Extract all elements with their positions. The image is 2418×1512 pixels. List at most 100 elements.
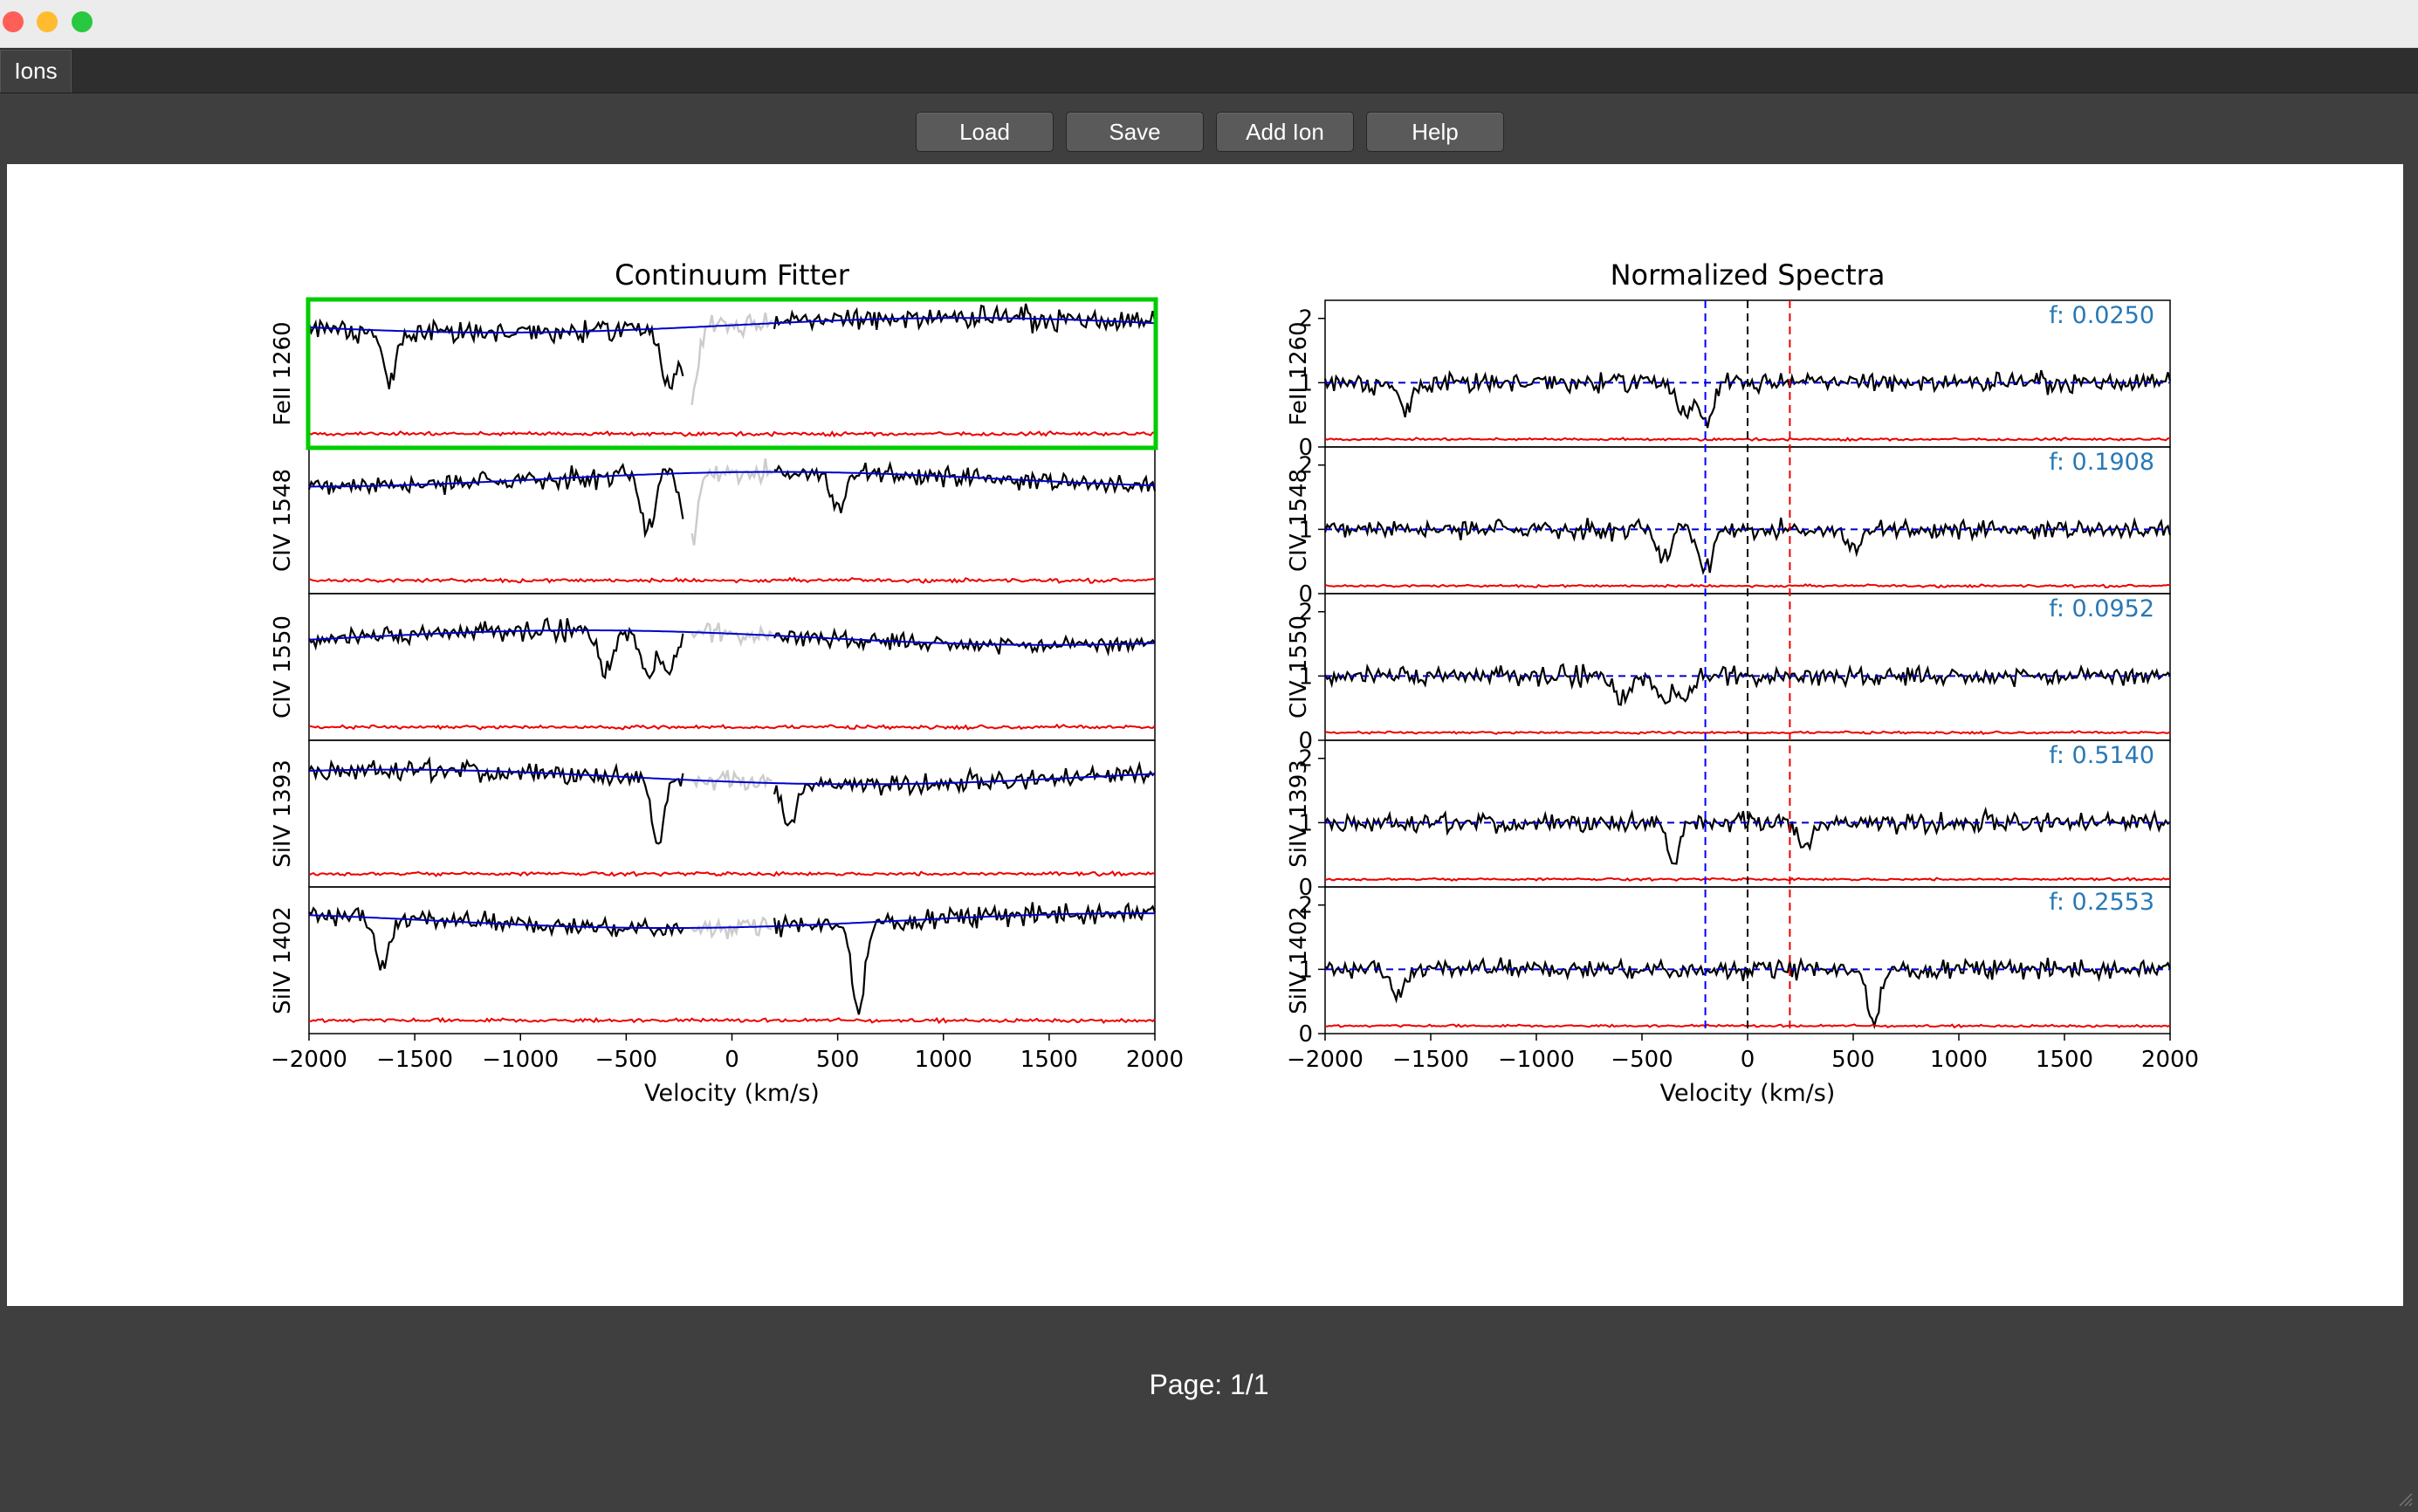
resize-grip-icon[interactable] [2395, 1489, 2413, 1507]
panel-frame [308, 446, 1156, 594]
selected-panel-border [306, 297, 1158, 450]
window-titlebar [0, 0, 2418, 48]
plot-title: Continuum Fitter [615, 258, 850, 292]
plot-title: Normalized Spectra [1611, 258, 1886, 292]
x-tick-label: −1500 [1392, 1047, 1469, 1073]
y-tick-label: 0 [1298, 1021, 1313, 1048]
panel-frame [308, 593, 1156, 741]
x-tick-label: −2000 [271, 1047, 347, 1073]
error-line [308, 430, 1156, 438]
tab-bar: Ions [0, 48, 2418, 93]
panel-frame [308, 299, 1156, 448]
y-tick-label: 1 [1298, 957, 1313, 983]
y-tick-label: 2 [1298, 746, 1313, 773]
x-axis-label: Velocity (km/s) [1660, 1080, 1836, 1107]
x-tick-label: 1000 [1930, 1047, 1988, 1073]
error-line [1324, 583, 2171, 589]
panel-feii-1260: FeII 1260 [270, 299, 1157, 448]
continuum-line [308, 912, 1155, 929]
continuum-line [309, 471, 1155, 488]
flux-line [307, 303, 1157, 391]
tab-ions[interactable]: Ions [0, 50, 72, 93]
masked-flux-line [690, 916, 773, 939]
x-tick-label: −2000 [1287, 1047, 1364, 1073]
error-line [308, 1016, 1156, 1025]
figure[interactable]: Continuum Fitter FeII 1260 CIV 1548 CIV 155… [7, 164, 2403, 1306]
panel-frame [1324, 446, 2171, 594]
panel-siiv-1393: SiIV 1393 [270, 739, 1156, 888]
panel-civ-1550: CIV 1550 [270, 593, 1156, 741]
x-tick-label: 1500 [1020, 1047, 1078, 1073]
flux-line [308, 756, 1156, 845]
ion-label: SiIV 1402 [270, 906, 296, 1014]
error-line [308, 576, 1156, 584]
x-tick-label: 2000 [1126, 1047, 1184, 1073]
error-line [308, 723, 1156, 731]
panel-civ-1548: CIV 1548 0 1 2 f: 0.1908 [1286, 446, 2172, 608]
x-tick-label: 500 [816, 1047, 860, 1073]
flux-line [308, 616, 1156, 680]
ion-label: CIV 1548 [1286, 469, 1312, 572]
error-line [308, 870, 1156, 877]
f-value-label: f: 0.5140 [2049, 742, 2154, 769]
f-value-label: f: 0.2553 [2049, 889, 2154, 916]
ion-label: CIV 1550 [270, 615, 296, 718]
close-window-button[interactable] [3, 11, 24, 32]
y-tick-label: 2 [1298, 600, 1313, 626]
y-tick-label: 0 [1298, 435, 1313, 461]
panel-siiv-1402: SiIV 1402 0 1 2 f: 0.2553 [1286, 886, 2172, 1048]
page-indicator: Page: 1/1 [1149, 1369, 1269, 1400]
flux-line [1324, 663, 2171, 706]
ion-label: SiIV 1393 [1286, 759, 1312, 868]
ion-label: CIV 1550 [1286, 615, 1312, 718]
panel-frame [308, 739, 1156, 888]
ion-label: FeII 1260 [1286, 321, 1312, 425]
x-tick-label: 0 [725, 1047, 739, 1073]
y-tick-label: 2 [1298, 306, 1313, 333]
f-value-label: f: 0.1908 [2049, 449, 2154, 476]
panel-siiv-1393: SiIV 1393 0 1 2 f: 0.5140 [1286, 739, 2171, 901]
ion-label: SiIV 1402 [1286, 906, 1312, 1014]
save-button[interactable]: Save [1066, 112, 1204, 152]
plot-canvas[interactable]: Continuum Fitter FeII 1260 CIV 1548 CIV 155… [7, 164, 2403, 1306]
panel-civ-1548: CIV 1548 [270, 446, 1157, 594]
load-button[interactable]: Load [916, 112, 1054, 152]
y-tick-label: 1 [1298, 810, 1313, 836]
masked-flux-line [691, 769, 773, 792]
continuum-line [309, 768, 1156, 786]
x-tick-label: 1500 [2036, 1047, 2093, 1073]
ion-label: CIV 1548 [270, 469, 296, 572]
flux-line [1324, 956, 2172, 1030]
y-tick-label: 1 [1298, 663, 1313, 690]
x-axis-label: Velocity (km/s) [644, 1080, 820, 1107]
zoom-window-button[interactable] [72, 11, 93, 32]
x-tick-label: 0 [1741, 1047, 1755, 1073]
continuum-line [308, 317, 1156, 333]
f-value-label: f: 0.0952 [2049, 595, 2154, 622]
ion-label: SiIV 1393 [270, 759, 296, 868]
x-tick-label: 1000 [915, 1047, 972, 1073]
panel-siiv-1402: SiIV 1402 [270, 886, 1157, 1034]
x-tick-label: −1000 [1498, 1047, 1575, 1073]
f-value-label: f: 0.0250 [2049, 302, 2154, 329]
continuum-line [308, 629, 1156, 646]
ion-label: FeII 1260 [270, 321, 296, 425]
y-tick-label: 2 [1298, 893, 1313, 919]
flux-line [308, 902, 1157, 1015]
minimize-window-button[interactable] [37, 11, 58, 32]
masked-flux-line [690, 622, 773, 647]
y-tick-label: 1 [1298, 370, 1313, 396]
y-tick-label: 0 [1298, 581, 1313, 608]
panel-civ-1550: CIV 1550 0 1 2 f: 0.0952 [1286, 593, 2171, 754]
help-button[interactable]: Help [1366, 112, 1504, 152]
y-tick-label: 0 [1298, 875, 1313, 901]
y-tick-label: 0 [1298, 728, 1313, 754]
x-tick-label: 500 [1831, 1047, 1875, 1073]
x-tick-label: 2000 [2141, 1047, 2199, 1073]
x-tick-label: −500 [595, 1047, 657, 1073]
continuum-fitter-plot: Continuum Fitter FeII 1260 CIV 1548 CIV 155… [270, 258, 1184, 1107]
panel-feii-1260: FeII 1260 0 1 2 f: 0.0250 [1286, 299, 2172, 461]
flux-line [307, 460, 1157, 539]
add-ion-button[interactable]: Add Ion [1216, 112, 1354, 152]
y-tick-label: 2 [1298, 453, 1313, 479]
